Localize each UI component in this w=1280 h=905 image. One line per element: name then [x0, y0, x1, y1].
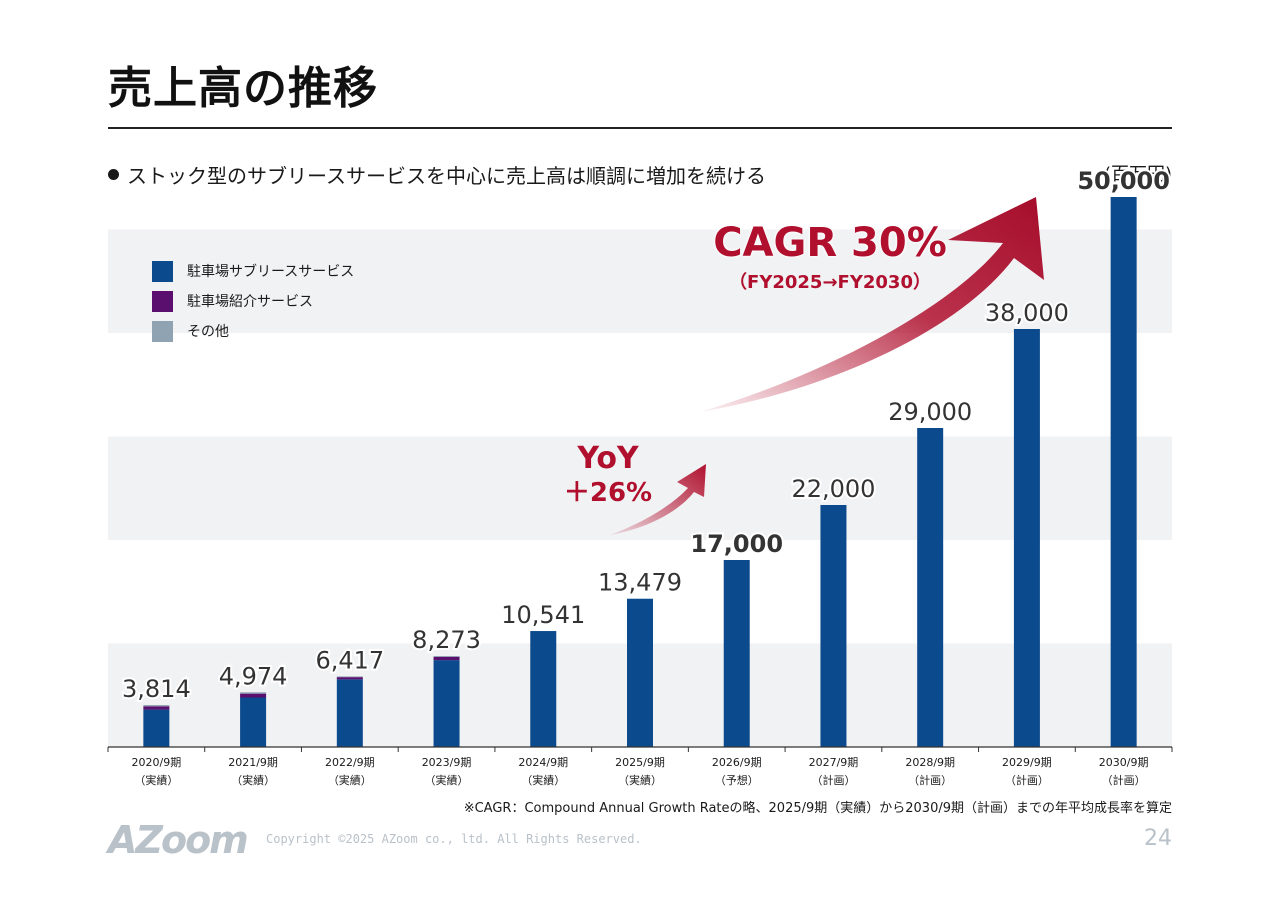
- data-label: 6,417: [315, 646, 384, 674]
- data-label: 29,000: [888, 398, 972, 426]
- x-tick-label: （実績）: [425, 773, 469, 787]
- cagr-annotation: CAGR 30% （FY2025→FY2030）: [700, 220, 960, 294]
- x-tick-label: 2027/9期: [809, 756, 859, 769]
- bar-segment: [917, 428, 944, 747]
- bar-segment: [336, 679, 363, 747]
- x-tick-label: （実績）: [328, 773, 372, 787]
- bar-segment: [240, 697, 267, 747]
- page-title: 売上高の推移: [108, 63, 378, 114]
- bar-segment: [820, 505, 847, 747]
- legend-swatch: [152, 290, 173, 312]
- bar-segment: [143, 709, 170, 747]
- legend-label: 駐車場紹介サービス: [187, 294, 313, 310]
- x-tick-label: （予想）: [715, 773, 759, 787]
- x-tick-label: （実績）: [618, 773, 662, 787]
- chart-legend: 駐車場サブリースサービス 駐車場紹介サービス その他: [152, 256, 354, 346]
- page-number: 24: [1144, 826, 1172, 851]
- legend-swatch: [152, 320, 173, 342]
- bullet-text: ストック型のサブリースサービスを中心に売上高は順調に増加を続ける: [127, 164, 766, 188]
- bullet-dot-icon: [108, 169, 119, 180]
- bar-segment: [1013, 329, 1040, 747]
- unit-label: (百万円): [1103, 164, 1172, 185]
- data-label: 13,479: [598, 569, 682, 597]
- x-tick-label: （実績）: [521, 773, 565, 787]
- x-tick-label: 2022/9期: [325, 756, 375, 769]
- x-tick-label: 2030/9期: [1099, 756, 1149, 769]
- x-tick-label: 2026/9期: [712, 756, 762, 769]
- yoy-value: ＋26%: [563, 478, 653, 508]
- data-label: 10,541: [501, 601, 585, 629]
- data-label: 8,273: [412, 626, 481, 654]
- cagr-period: （FY2025→FY2030）: [729, 272, 931, 293]
- bar-segment: [240, 693, 267, 698]
- yoy-annotation: YoY ＋26%: [548, 442, 668, 510]
- legend-item-referral: 駐車場紹介サービス: [152, 286, 354, 316]
- x-tick-label: 2028/9期: [905, 756, 955, 769]
- legend-item-sublease: 駐車場サブリースサービス: [152, 256, 354, 286]
- bar-segment: [723, 560, 750, 747]
- company-logo: AZoom: [108, 818, 249, 862]
- bar-segment: [1110, 197, 1137, 747]
- x-tick-label: （実績）: [231, 773, 275, 787]
- bullet-point: ストック型のサブリースサービスを中心に売上高は順調に増加を続ける: [108, 160, 766, 189]
- cagr-footnote: ※CAGR：Compound Annual Growth Rateの略、2025…: [463, 801, 1172, 816]
- yoy-growth-arrow-icon: [610, 464, 706, 535]
- bar-segment: [143, 706, 170, 710]
- x-tick-label: 2024/9期: [518, 756, 568, 769]
- x-tick-label: （計画）: [1102, 773, 1146, 787]
- copyright-text: Copyright ©2025 AZoom co., ltd. All Righ…: [266, 832, 642, 846]
- bar-segment: [336, 677, 363, 680]
- legend-item-other: その他: [152, 316, 354, 346]
- data-label: 38,000: [985, 299, 1069, 327]
- x-tick-label: （計画）: [908, 773, 952, 787]
- x-tick-label: 2025/9期: [615, 756, 665, 769]
- data-label: 17,000: [690, 530, 783, 558]
- legend-label: 駐車場サブリースサービス: [187, 264, 355, 280]
- data-label: 50,000: [1077, 167, 1170, 195]
- x-tick-label: 2029/9期: [1002, 756, 1052, 769]
- legend-swatch: [152, 260, 173, 282]
- yoy-label: YoY: [577, 441, 639, 476]
- data-label: 22,000: [791, 475, 875, 503]
- data-label: 3,814: [122, 675, 191, 703]
- legend-label: その他: [187, 324, 229, 340]
- x-tick-label: （実績）: [134, 773, 178, 787]
- x-tick-label: 2020/9期: [132, 756, 182, 769]
- x-tick-label: （計画）: [811, 773, 855, 787]
- x-tick-label: 2021/9期: [228, 756, 278, 769]
- cagr-value: CAGR 30%: [713, 220, 947, 266]
- data-label: 4,974: [219, 662, 288, 690]
- bar-segment: [530, 631, 557, 747]
- bar-segment: [433, 656, 460, 661]
- x-tick-label: 2023/9期: [422, 756, 472, 769]
- bar-segment: [143, 705, 170, 707]
- bar-segment: [336, 676, 363, 678]
- title-divider: [108, 127, 1172, 129]
- x-tick-label: （計画）: [1005, 773, 1049, 787]
- bar-segment: [433, 660, 460, 747]
- bar-segment: [627, 598, 653, 747]
- bar-segment: [240, 692, 267, 694]
- cagr-growth-arrow-icon: [700, 197, 1044, 412]
- grid-band: [108, 229, 1172, 333]
- bar-segment: [433, 655, 460, 657]
